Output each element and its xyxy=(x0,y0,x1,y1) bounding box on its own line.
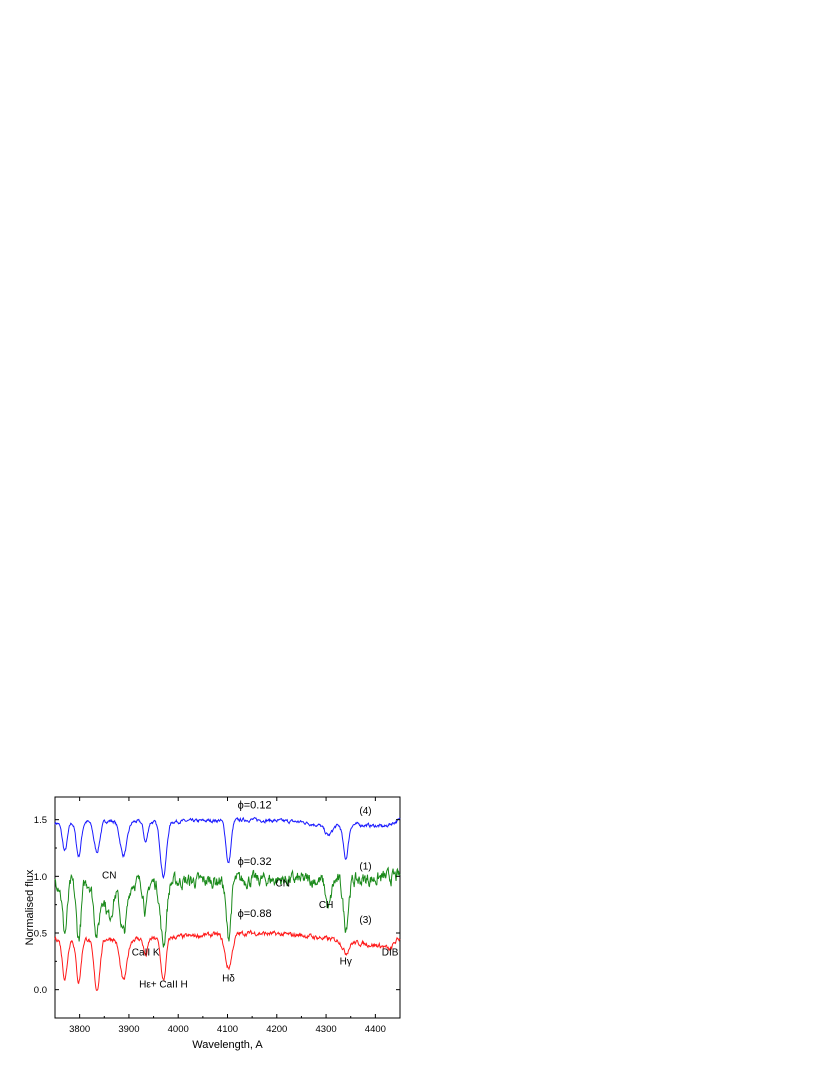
y-tick-label: 0.0 xyxy=(34,985,47,996)
line-annotation: (4) xyxy=(359,806,371,817)
x-tick-label: 4400 xyxy=(365,1024,386,1035)
tick-layer: 3800 3900 4000 4100 4200 4300 4400 0.0 0.5 1.0 1.5 xyxy=(34,797,401,1035)
line-annotation: DIB xyxy=(382,948,399,959)
line-annotation: CN xyxy=(275,879,289,890)
line-annotation: Hδ xyxy=(222,974,235,985)
y-tick-label: 0.5 xyxy=(34,929,47,940)
series-layer xyxy=(54,816,401,991)
spectrum-line xyxy=(54,866,401,948)
y-axis-label: Normalised flux xyxy=(24,869,36,945)
x-tick-label: 4200 xyxy=(266,1024,287,1035)
line-annotation: (1) xyxy=(359,862,371,873)
x-tick-label: 3800 xyxy=(69,1024,90,1035)
line-annotation: Hε+ CaII H xyxy=(139,979,188,990)
x-axis-label: Wavelength, A xyxy=(192,1039,263,1051)
line-annotation: CH xyxy=(319,900,333,911)
phase-label: ϕ=0.12 xyxy=(238,799,272,811)
spectrum-line xyxy=(54,816,401,880)
annotation-layer: CN CN CH CaII K Hε+ CaII H Hδ Hγ DIB (4) (1) (3) ϕ=… xyxy=(102,799,399,990)
line-annotation: (3) xyxy=(359,915,371,926)
line-annotation: Hγ xyxy=(340,957,352,968)
y-tick-label: 1.0 xyxy=(34,872,47,883)
line-annotation: CN xyxy=(102,871,116,882)
x-tick-label: 4300 xyxy=(316,1024,337,1035)
x-tick-label: 4000 xyxy=(168,1024,189,1035)
y-tick-label: 1.5 xyxy=(34,815,47,826)
x-tick-label: 4100 xyxy=(217,1024,238,1035)
phase-label: ϕ=0.32 xyxy=(238,856,272,868)
spectrum-line xyxy=(54,929,401,991)
phase-label: ϕ=0.88 xyxy=(238,908,272,920)
x-tick-label: 3900 xyxy=(118,1024,139,1035)
line-annotation: CaII K xyxy=(132,948,160,959)
